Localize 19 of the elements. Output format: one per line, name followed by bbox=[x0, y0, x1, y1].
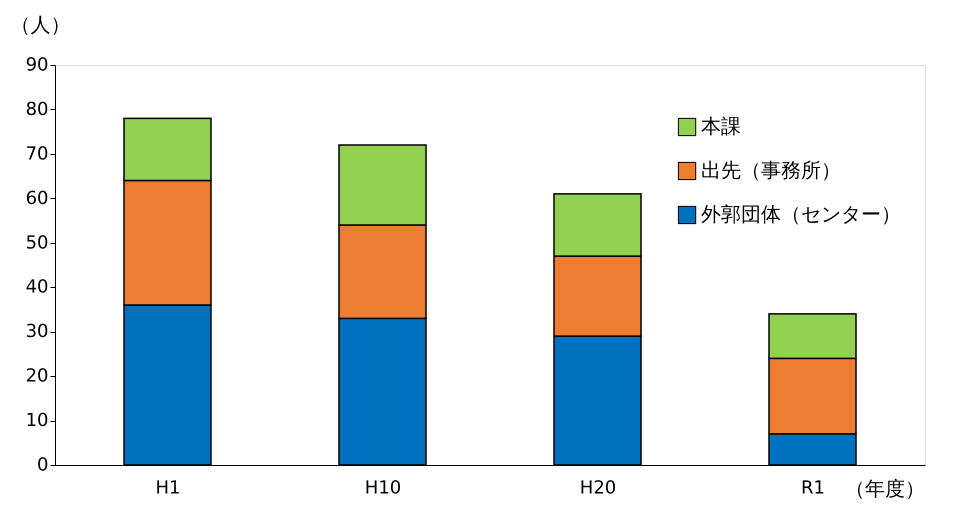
x-tick-label: R1 bbox=[801, 478, 825, 498]
x-tick-label: H20 bbox=[580, 478, 616, 498]
legend-label: 本課 bbox=[701, 114, 742, 138]
y-tick-label: 10 bbox=[26, 410, 48, 432]
y-tick-label: 90 bbox=[26, 54, 48, 76]
y-tick-label: 0 bbox=[37, 454, 48, 476]
y-axis-title: （人） bbox=[10, 12, 70, 36]
y-tick-label: 40 bbox=[26, 276, 48, 298]
x-tick-label: H1 bbox=[156, 478, 180, 498]
legend-label: 外郭団体（センター） bbox=[701, 202, 902, 226]
y-tick-label: 60 bbox=[26, 188, 48, 209]
y-tick-label: 20 bbox=[26, 366, 48, 387]
y-tick-label: 80 bbox=[26, 98, 48, 120]
x-tick-label: H10 bbox=[364, 478, 402, 498]
y-tick-label: 70 bbox=[26, 143, 48, 164]
y-tick-label: 50 bbox=[26, 232, 48, 254]
y-tick-label: 30 bbox=[26, 321, 48, 342]
legend-label: 出先（事務所） bbox=[701, 158, 842, 182]
x-axis-title: （年度） bbox=[844, 476, 925, 500]
